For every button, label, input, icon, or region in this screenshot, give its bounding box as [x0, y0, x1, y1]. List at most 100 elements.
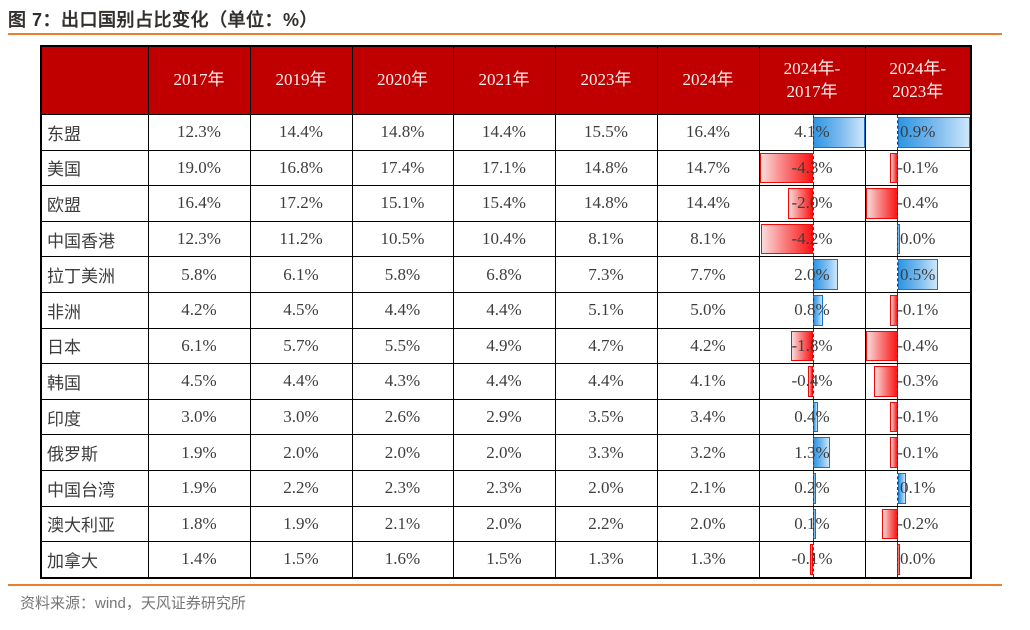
value-cell: 14.8%	[554, 185, 658, 222]
value-cell: 2.0%	[554, 469, 658, 507]
table-row: 非洲 4.2% 4.5% 4.4% 4.4% 5.1% 5.0% 0.8% -0.1%	[40, 291, 972, 329]
zero-axis-line	[897, 115, 899, 150]
diff-value: -0.1%	[897, 442, 939, 462]
column-header-5: 2023年	[554, 45, 658, 115]
row-label: 澳大利亚	[40, 505, 149, 543]
zero-axis-line	[897, 364, 899, 399]
value-cell: 2.0%	[452, 505, 556, 543]
zero-axis-line	[897, 186, 899, 221]
value-cell: 2.3%	[452, 469, 556, 507]
row-label: 俄罗斯	[40, 434, 149, 471]
value-cell: 4.4%	[452, 291, 556, 329]
diff-value: 0.8%	[794, 300, 830, 320]
diff-value: -0.4%	[791, 371, 833, 391]
diff-cell-d1: 0.1%	[758, 505, 866, 543]
value-cell: 8.1%	[656, 220, 760, 258]
value-cell: 1.5%	[249, 541, 353, 579]
diff-cell-d2: -0.1%	[864, 398, 972, 436]
zero-axis-line	[812, 364, 814, 399]
value-cell: 2.2%	[554, 505, 658, 543]
diff-value: -1.8%	[791, 335, 833, 355]
diff-cell-d1: -2.0%	[758, 185, 866, 222]
diff-cell-d1: 0.8%	[758, 291, 866, 329]
diff-value: 0.0%	[900, 549, 936, 569]
value-cell: 15.5%	[554, 114, 658, 151]
table-row: 欧盟 16.4% 17.2% 15.1% 15.4% 14.8% 14.4% -2.0% -0.…	[40, 185, 972, 222]
row-label: 美国	[40, 149, 149, 187]
bottom-accent-rule	[8, 584, 1002, 586]
table-row: 拉丁美洲 5.8% 6.1% 5.8% 6.8% 7.3% 7.7% 2.0% 0.5%	[40, 256, 972, 293]
value-cell: 4.2%	[656, 327, 760, 365]
table-row: 美国 19.0% 16.8% 17.4% 17.1% 14.8% 14.7% -4.3% -0.…	[40, 149, 972, 187]
value-cell: 1.8%	[147, 505, 251, 543]
zero-axis-line	[812, 400, 814, 434]
data-bar-blue	[813, 294, 824, 326]
value-cell: 6.8%	[452, 256, 556, 293]
value-cell: 10.5%	[351, 220, 454, 258]
diff-value: -2.0%	[791, 193, 833, 213]
row-label: 拉丁美洲	[40, 256, 149, 293]
diff-value: 0.9%	[900, 122, 936, 142]
data-bar-red	[881, 508, 898, 540]
diff-value: -0.4%	[897, 335, 939, 355]
value-cell: 1.9%	[147, 434, 251, 471]
diff-cell-d2: -0.1%	[864, 291, 972, 329]
top-accent-rule	[8, 33, 1002, 35]
value-cell: 14.8%	[554, 149, 658, 187]
value-cell: 3.5%	[554, 398, 658, 436]
table-row: 韩国 4.5% 4.4% 4.3% 4.4% 4.4% 4.1% -0.4% -0.3%	[40, 363, 972, 400]
column-header-1: 2017年	[147, 45, 251, 115]
value-cell: 16.4%	[147, 185, 251, 222]
table-header-row: 2017年 2019年 2020年 2021年 2023年 2024年 2024年- 2017…	[40, 45, 972, 115]
diff-cell-d1: -4.3%	[758, 149, 866, 187]
data-bar-blue	[897, 259, 938, 290]
value-cell: 1.6%	[351, 541, 454, 579]
column-header-4: 2021年	[452, 45, 556, 115]
row-label: 韩国	[40, 363, 149, 400]
value-cell: 1.5%	[452, 541, 556, 579]
value-cell: 7.7%	[656, 256, 760, 293]
zero-axis-line	[897, 293, 899, 328]
value-cell: 14.8%	[351, 114, 454, 151]
row-label: 东盟	[40, 114, 149, 151]
value-cell: 4.1%	[656, 363, 760, 400]
value-cell: 2.0%	[351, 434, 454, 471]
diff-value: 1.3%	[794, 442, 830, 462]
corner-header-cell	[40, 45, 149, 115]
value-cell: 4.4%	[351, 291, 454, 329]
data-bar-blue	[813, 401, 819, 433]
diff-cell-d2: 0.5%	[864, 256, 972, 293]
value-cell: 16.8%	[249, 149, 353, 187]
diff-value: -4.3%	[791, 157, 833, 177]
value-cell: 3.0%	[249, 398, 353, 436]
value-cell: 4.7%	[554, 327, 658, 365]
value-cell: 2.6%	[351, 398, 454, 436]
data-bar-blue	[813, 259, 839, 290]
value-cell: 3.2%	[656, 434, 760, 471]
value-cell: 1.9%	[147, 469, 251, 507]
value-cell: 2.1%	[656, 469, 760, 507]
value-cell: 6.1%	[249, 256, 353, 293]
zero-axis-line	[897, 257, 899, 292]
row-label: 欧盟	[40, 185, 149, 222]
diff-value: 0.5%	[900, 264, 936, 284]
value-cell: 1.3%	[656, 541, 760, 579]
diff-cell-d1: 0.4%	[758, 398, 866, 436]
data-bar-red	[873, 366, 898, 397]
value-cell: 14.4%	[249, 114, 353, 151]
diff-value: 2.0%	[794, 264, 830, 284]
table-row: 东盟 12.3% 14.4% 14.8% 14.4% 15.5% 16.4% 4.1% 0.9%	[40, 114, 972, 151]
value-cell: 17.4%	[351, 149, 454, 187]
value-cell: 5.5%	[351, 327, 454, 365]
diff-value: 0.2%	[794, 478, 830, 498]
zero-axis-line	[812, 293, 814, 328]
table-row: 印度 3.0% 3.0% 2.6% 2.9% 3.5% 3.4% 0.4% -0.1%	[40, 398, 972, 436]
diff-value: 0.1%	[900, 478, 936, 498]
data-bar-blue	[897, 472, 906, 504]
data-bar-red	[866, 330, 898, 362]
diff-cell-d1: -0.1%	[758, 541, 866, 579]
diff-value: 4.1%	[794, 122, 830, 142]
column-header-3: 2020年	[351, 45, 454, 115]
zero-axis-line	[812, 222, 814, 256]
table-row: 加拿大 1.4% 1.5% 1.6% 1.5% 1.3% 1.3% -0.1% 0.0%	[40, 541, 972, 579]
